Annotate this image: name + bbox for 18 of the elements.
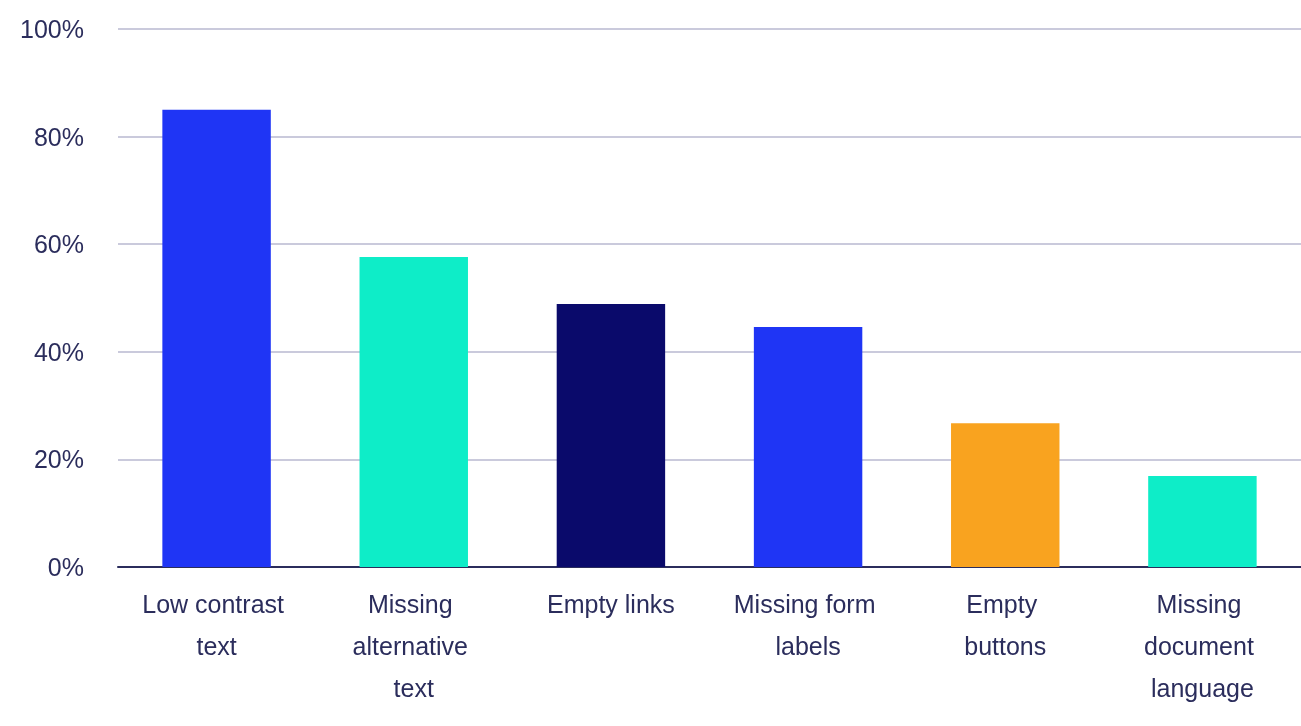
x-tick-label: Empty buttons bbox=[964, 590, 1047, 660]
y-tick-label: 100% bbox=[20, 15, 84, 43]
y-tick-label: 0% bbox=[47, 553, 84, 581]
bar bbox=[951, 423, 1060, 567]
y-tick-label: 60% bbox=[33, 230, 84, 259]
bar bbox=[1148, 476, 1257, 567]
bar bbox=[359, 257, 468, 567]
y-tick-label: 40% bbox=[33, 337, 84, 366]
x-tick-label: Empty links bbox=[547, 590, 675, 618]
y-tick-label: 80% bbox=[33, 122, 84, 151]
bar bbox=[556, 303, 666, 567]
x-tick-label: Missing document language bbox=[1144, 590, 1261, 702]
x-tick-label: Low contrast text bbox=[142, 590, 291, 660]
bar bbox=[753, 327, 863, 567]
y-tick-label: 20% bbox=[33, 445, 84, 474]
bar bbox=[162, 109, 271, 567]
x-tick-label: Missing form labels bbox=[733, 590, 883, 660]
x-tick-label: Missing alternative text bbox=[352, 590, 475, 702]
